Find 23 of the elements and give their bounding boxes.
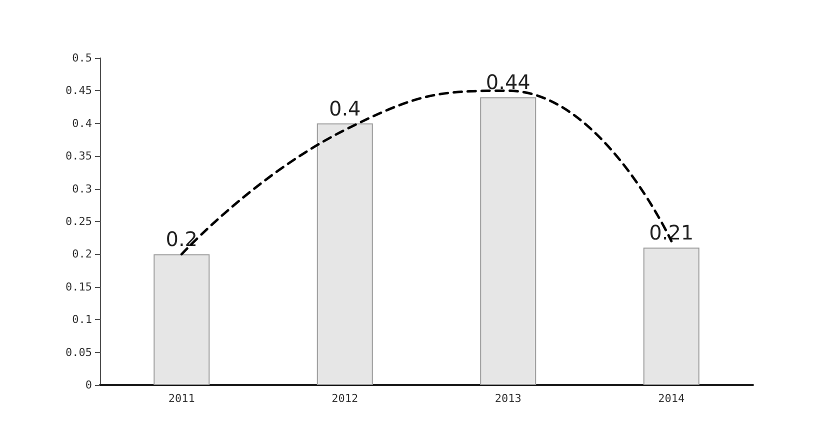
x-tick-label: 2014 [658,392,685,405]
data-label: 0.21 [649,220,694,245]
data-label: 0.2 [166,227,198,252]
y-tick-label: 0.4 [72,116,92,130]
y-tick-label: 0.1 [72,313,92,326]
y-tick-label: 0.15 [66,280,92,294]
y-tick-label: 0 [85,378,92,392]
y-tick-label: 0.5 [72,52,92,64]
data-label: 0.44 [486,70,530,94]
y-tick-label: 0.45 [66,84,92,98]
y-tick-label: 0.3 [72,182,92,196]
x-tick-label: 2013 [494,392,522,405]
bar [643,248,700,385]
bar [154,254,210,385]
y-tick-label: 0.35 [66,150,92,163]
y-tick-label: 0.05 [66,346,92,359]
x-tick-label: 2012 [332,392,358,405]
data-label: 0.4 [328,96,361,120]
bar [316,123,373,385]
y-tick-label: 0.25 [66,215,92,228]
bar [480,97,536,385]
y-tick-label: 0.2 [72,248,92,261]
x-tick-label: 2011 [168,392,195,405]
